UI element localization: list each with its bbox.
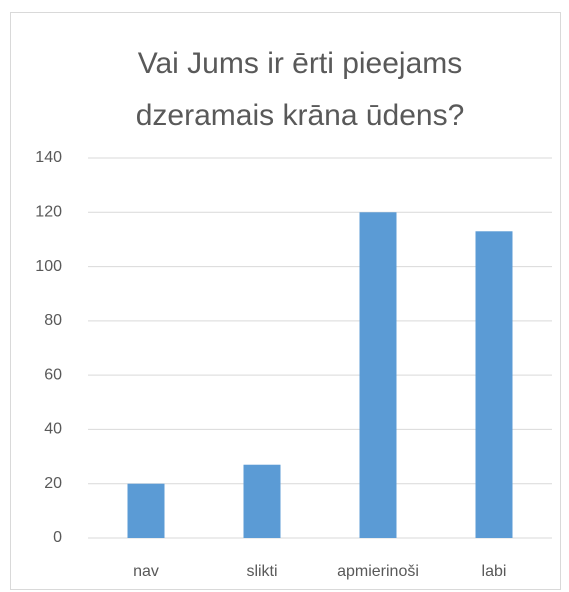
y-tick-label: 60 <box>44 366 62 383</box>
x-tick-label: apmierinoši <box>337 563 419 580</box>
y-tick-label: 0 <box>53 529 62 546</box>
y-tick-label: 140 <box>35 149 62 166</box>
bar <box>243 464 281 538</box>
y-tick-label: 20 <box>44 475 62 492</box>
x-tick-label: slikti <box>246 563 277 580</box>
y-tick-label: 100 <box>35 258 62 275</box>
bar <box>475 231 513 539</box>
x-tick-label: nav <box>133 563 159 580</box>
chart-frame <box>10 12 561 590</box>
y-tick-label: 40 <box>44 421 62 438</box>
chart-title: Vai Jums ir ērti pieejams dzeramais krān… <box>135 47 465 132</box>
bar <box>127 483 165 538</box>
x-tick-label: labi <box>482 563 507 580</box>
bar <box>359 212 397 539</box>
y-tick-label: 80 <box>44 312 62 329</box>
y-tick-label: 120 <box>35 204 62 221</box>
